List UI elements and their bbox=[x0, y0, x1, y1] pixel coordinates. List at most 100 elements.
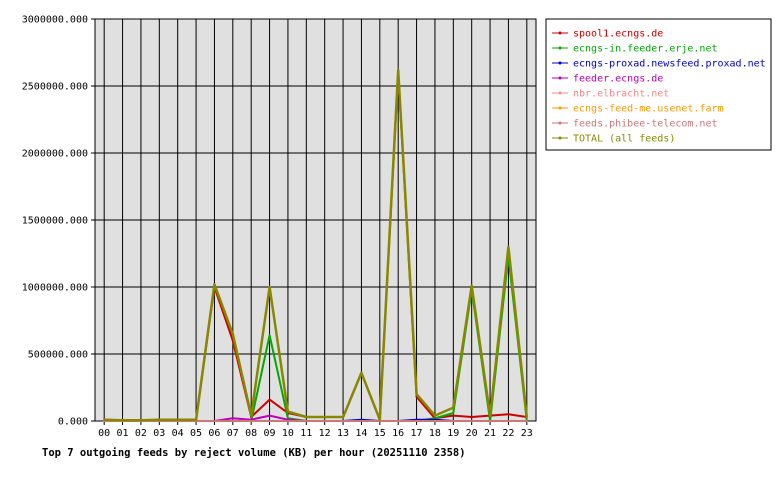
data-point bbox=[305, 415, 308, 418]
legend-marker bbox=[558, 136, 562, 140]
x-tick-label: 06 bbox=[208, 428, 220, 439]
x-tick-label: 15 bbox=[374, 428, 386, 439]
data-point bbox=[452, 420, 455, 422]
data-point bbox=[360, 420, 363, 422]
y-tick-label: 1500000.000 bbox=[22, 216, 88, 227]
legend-label: ecngs-in.feeder.erje.net bbox=[573, 44, 718, 55]
data-point bbox=[415, 393, 418, 396]
data-point bbox=[286, 420, 289, 422]
data-point bbox=[507, 420, 510, 422]
legend-label: ecngs-proxad.newsfeed.proxad.net bbox=[573, 59, 766, 70]
y-tick-label: 500000.000 bbox=[28, 350, 88, 361]
legend-box bbox=[545, 18, 772, 151]
data-point bbox=[433, 420, 436, 422]
chart-caption: Top 7 outgoing feeds by reject volume (K… bbox=[42, 447, 466, 459]
legend-marker bbox=[558, 61, 562, 65]
data-point bbox=[452, 406, 455, 409]
x-tick-label: 21 bbox=[484, 428, 496, 439]
data-point bbox=[323, 415, 326, 418]
data-point bbox=[452, 414, 455, 417]
x-tick-label: 13 bbox=[337, 428, 349, 439]
data-point bbox=[195, 418, 198, 421]
legend: spool1.ecngs.de ecngs-in.feeder.erje.net e… bbox=[545, 18, 772, 151]
data-point bbox=[397, 68, 400, 71]
data-point bbox=[433, 414, 436, 417]
data-point bbox=[250, 414, 253, 417]
data-point bbox=[415, 420, 418, 422]
x-tick-label: 12 bbox=[319, 428, 331, 439]
x-tick-label: 09 bbox=[264, 428, 276, 439]
legend-label: ecngs-feed-me.usenet.farm bbox=[573, 104, 724, 115]
series-line-7 bbox=[104, 68, 529, 422]
x-tick-label: 23 bbox=[521, 428, 533, 439]
data-point bbox=[176, 418, 179, 421]
x-tick-label: 08 bbox=[245, 428, 257, 439]
x-tick-label: 10 bbox=[282, 428, 294, 439]
data-point bbox=[323, 420, 326, 422]
data-point bbox=[525, 420, 528, 422]
data-point bbox=[470, 284, 473, 287]
data-point bbox=[470, 415, 473, 418]
y-axis-ticks: 0.000 500000.000 1000000.000 1500000.000 200… bbox=[22, 15, 95, 428]
data-point bbox=[231, 417, 234, 420]
data-point bbox=[103, 418, 106, 421]
x-tick-label: 00 bbox=[98, 428, 110, 439]
data-point bbox=[525, 415, 528, 418]
data-point bbox=[231, 420, 234, 422]
legend-marker bbox=[558, 46, 562, 50]
x-axis-ticks: 00 01 02 03 04 05 06 07 08 09 10 11 12 13 14 15 16 17 18 19… bbox=[98, 421, 533, 439]
y-tick-label: 2000000.000 bbox=[22, 149, 88, 160]
data-point bbox=[342, 420, 345, 422]
x-tick-label: 19 bbox=[447, 428, 459, 439]
x-tick-label: 18 bbox=[429, 428, 441, 439]
x-tick-label: 16 bbox=[392, 428, 404, 439]
data-point bbox=[452, 411, 455, 414]
y-tick-label: 2500000.000 bbox=[22, 82, 88, 93]
legend-marker bbox=[558, 31, 562, 35]
data-point bbox=[213, 420, 216, 422]
data-point bbox=[286, 410, 289, 413]
x-tick-label: 04 bbox=[172, 428, 184, 439]
data-point bbox=[489, 414, 492, 417]
data-point bbox=[342, 415, 345, 418]
data-point bbox=[489, 420, 492, 422]
legend-marker bbox=[558, 106, 562, 110]
data-point bbox=[268, 334, 271, 337]
x-tick-label: 14 bbox=[355, 428, 367, 439]
data-point bbox=[305, 420, 308, 422]
legend-label: nbr.elbracht.net bbox=[573, 89, 669, 100]
legend-marker bbox=[558, 121, 562, 125]
data-point bbox=[268, 398, 271, 401]
data-point bbox=[378, 418, 381, 421]
data-point bbox=[470, 420, 473, 422]
x-tick-label: 05 bbox=[190, 428, 202, 439]
x-tick-label: 02 bbox=[135, 428, 147, 439]
series-lines bbox=[103, 68, 529, 422]
y-tick-label: 1000000.000 bbox=[22, 283, 88, 294]
y-tick-label: 3000000.000 bbox=[22, 15, 88, 26]
legend-label: feeds.phibee-telecom.net bbox=[573, 119, 718, 130]
x-tick-label: 22 bbox=[502, 428, 514, 439]
data-point bbox=[158, 418, 161, 421]
x-tick-label: 17 bbox=[411, 428, 423, 439]
legend-label: TOTAL (all feeds) bbox=[573, 134, 675, 145]
x-tick-label: 01 bbox=[117, 428, 129, 439]
data-point bbox=[360, 371, 363, 374]
x-tick-label: 07 bbox=[227, 428, 239, 439]
legend-label: feeder.ecngs.de bbox=[573, 74, 663, 85]
data-point bbox=[250, 420, 253, 422]
data-point bbox=[507, 245, 510, 248]
data-point bbox=[139, 419, 142, 422]
legend-marker bbox=[558, 91, 562, 95]
x-tick-label: 20 bbox=[466, 428, 478, 439]
legend-marker bbox=[558, 76, 562, 80]
x-tick-label: 03 bbox=[153, 428, 165, 439]
legend-label: spool1.ecngs.de bbox=[573, 29, 663, 40]
data-point bbox=[507, 413, 510, 416]
y-tick-label: 0.000 bbox=[58, 417, 88, 428]
data-point bbox=[268, 414, 271, 417]
data-point bbox=[397, 420, 400, 422]
data-point bbox=[268, 420, 271, 422]
data-point bbox=[268, 286, 271, 288]
